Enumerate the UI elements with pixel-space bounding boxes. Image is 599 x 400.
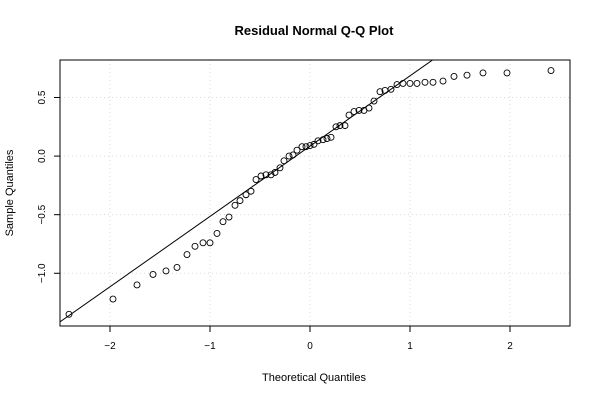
- data-point: [199, 239, 207, 247]
- data-point: [547, 67, 555, 74]
- plot-frame: [59, 59, 571, 327]
- x-tick-label: 2: [507, 341, 513, 352]
- data-point: [242, 191, 250, 199]
- data-point: [302, 143, 310, 151]
- data-point: [293, 146, 301, 154]
- y-axis-label: Sample Quantiles: [4, 149, 16, 236]
- data-point: [285, 152, 293, 160]
- data-point: [271, 169, 279, 176]
- data-point: [336, 122, 344, 130]
- data-point: [450, 72, 458, 80]
- data-point: [252, 176, 260, 183]
- data-point: [479, 69, 487, 77]
- data-point: [463, 71, 471, 79]
- data-point: [213, 229, 221, 237]
- data-point: [262, 171, 270, 179]
- data-point: [289, 151, 297, 159]
- data-point: [162, 267, 170, 275]
- x-tick-label: 0: [307, 341, 313, 352]
- data-point: [387, 85, 395, 93]
- x-axis-label: Theoretical Quantiles: [262, 372, 366, 384]
- data-point: [280, 157, 288, 165]
- reference-line-layer: [60, 60, 434, 323]
- data-point: [323, 135, 331, 142]
- data-point: [399, 79, 407, 87]
- data-point: [191, 242, 199, 250]
- data-point: [298, 143, 306, 151]
- data-point: [345, 111, 353, 119]
- data-point: [133, 281, 141, 289]
- y-tick-label: 0.5: [37, 90, 48, 104]
- data-point: [327, 133, 335, 141]
- data-point: [341, 122, 349, 130]
- x-tick-label: −2: [104, 341, 116, 352]
- data-point: [247, 187, 255, 195]
- data-point: [421, 78, 429, 86]
- reference-line: [60, 60, 434, 323]
- data-point: [503, 69, 511, 77]
- data-point: [350, 108, 358, 116]
- data-point: [225, 213, 233, 221]
- y-axis: −1.0 −0.5 0.0 0.5: [37, 90, 61, 283]
- data-point: [206, 239, 214, 247]
- data-point: [406, 79, 414, 87]
- data-point: [267, 171, 275, 179]
- data-point: [355, 106, 363, 114]
- data-point: [319, 136, 327, 144]
- data-point: [310, 140, 318, 148]
- data-point: [109, 295, 117, 303]
- data-point: [276, 164, 284, 172]
- data-point: [370, 97, 378, 105]
- data-point: [257, 172, 265, 180]
- data-point: [149, 270, 157, 278]
- data-point: [306, 142, 314, 149]
- data-point: [413, 79, 421, 87]
- data-point: [219, 218, 227, 226]
- data-point: [429, 78, 437, 86]
- x-tick-label: −1: [204, 341, 216, 352]
- data-point: [183, 251, 191, 258]
- data-point: [314, 137, 322, 145]
- grid-lines: [60, 60, 570, 326]
- y-tick-label: 0.0: [37, 149, 48, 163]
- data-point: [173, 263, 181, 271]
- y-tick-label: −0.5: [37, 204, 48, 224]
- data-point: [365, 104, 373, 112]
- data-point: [236, 197, 244, 205]
- chart-title: Residual Normal Q-Q Plot: [235, 23, 395, 38]
- x-axis: −2 −1 0 1 2: [104, 325, 513, 352]
- data-point: [231, 201, 239, 209]
- y-tick-label: −1.0: [37, 263, 48, 283]
- x-tick-label: 1: [407, 341, 413, 352]
- data-points: [65, 67, 555, 318]
- data-point: [439, 77, 447, 85]
- data-point: [376, 88, 384, 96]
- data-point: [65, 310, 73, 318]
- data-point: [332, 123, 340, 131]
